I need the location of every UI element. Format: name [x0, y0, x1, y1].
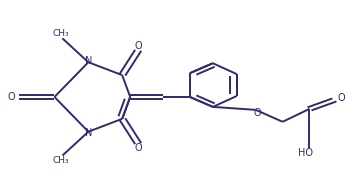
Text: CH₃: CH₃ [52, 29, 69, 38]
Text: O: O [254, 108, 261, 118]
Text: O: O [134, 41, 142, 51]
Text: N: N [85, 56, 92, 66]
Text: O: O [134, 143, 142, 153]
Text: N: N [85, 128, 92, 138]
Text: O: O [7, 92, 15, 102]
Text: CH₃: CH₃ [52, 156, 69, 165]
Text: HO: HO [298, 148, 313, 158]
Text: O: O [338, 93, 345, 103]
